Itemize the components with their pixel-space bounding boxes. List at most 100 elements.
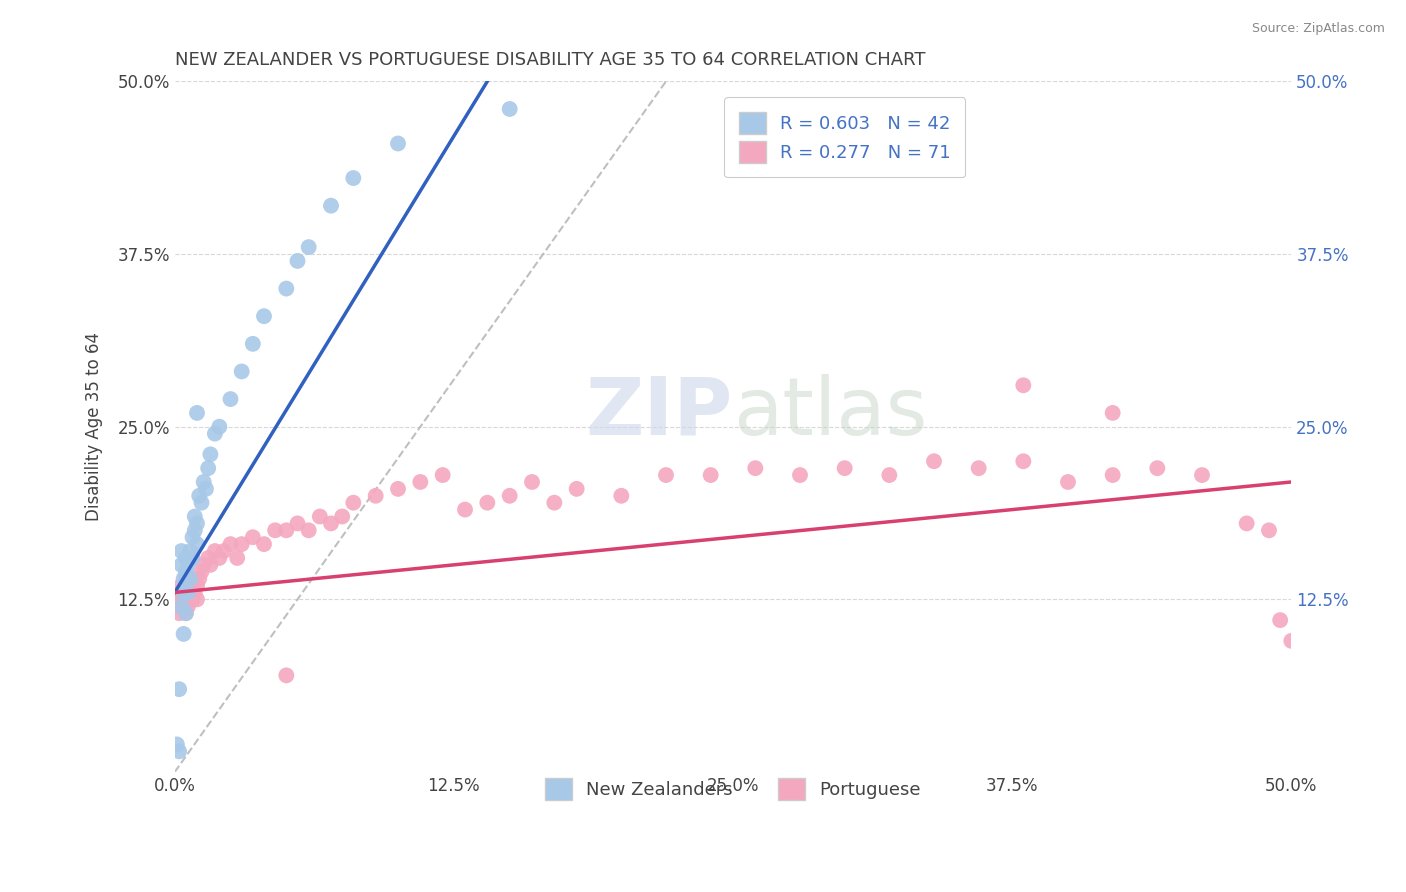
Point <box>200 447 222 461</box>
Point <box>208 419 231 434</box>
Point <box>543 496 565 510</box>
Point <box>173 585 195 599</box>
Text: ZIP: ZIP <box>586 374 733 452</box>
Point <box>287 516 309 531</box>
Point <box>1279 633 1302 648</box>
Point <box>179 544 201 558</box>
Point <box>219 537 242 551</box>
Point <box>190 565 212 579</box>
Point <box>834 461 856 475</box>
Point <box>1236 516 1258 531</box>
Point <box>319 199 342 213</box>
Point <box>342 171 364 186</box>
Point <box>231 364 253 378</box>
Point <box>186 578 208 592</box>
Point <box>208 551 231 566</box>
Point <box>167 744 190 758</box>
Point <box>167 682 190 697</box>
Text: Source: ZipAtlas.com: Source: ZipAtlas.com <box>1251 22 1385 36</box>
Point <box>922 454 945 468</box>
Point <box>170 599 193 614</box>
Point <box>1258 524 1281 538</box>
Point <box>181 530 204 544</box>
Point <box>276 524 298 538</box>
Point <box>166 738 188 752</box>
Point <box>173 572 195 586</box>
Point <box>174 592 197 607</box>
Point <box>226 551 249 566</box>
Point <box>174 551 197 566</box>
Point <box>186 516 208 531</box>
Point <box>188 489 211 503</box>
Point <box>177 599 200 614</box>
Point <box>387 482 409 496</box>
Point <box>1191 468 1213 483</box>
Point <box>212 544 235 558</box>
Point <box>1057 475 1080 489</box>
Point <box>173 585 195 599</box>
Point <box>342 496 364 510</box>
Point <box>1101 468 1123 483</box>
Point <box>179 572 201 586</box>
Point <box>1012 454 1035 468</box>
Point <box>173 627 195 641</box>
Point <box>197 461 219 475</box>
Point <box>308 509 330 524</box>
Point <box>789 468 811 483</box>
Point <box>177 585 200 599</box>
Point <box>184 585 207 599</box>
Point <box>194 482 217 496</box>
Point <box>298 524 321 538</box>
Point <box>179 572 201 586</box>
Point <box>170 544 193 558</box>
Text: atlas: atlas <box>733 374 928 452</box>
Text: NEW ZEALANDER VS PORTUGUESE DISABILITY AGE 35 TO 64 CORRELATION CHART: NEW ZEALANDER VS PORTUGUESE DISABILITY A… <box>174 51 925 69</box>
Point <box>174 565 197 579</box>
Point <box>744 461 766 475</box>
Point <box>298 240 321 254</box>
Point <box>967 461 990 475</box>
Point <box>1146 461 1168 475</box>
Point <box>319 516 342 531</box>
Point <box>174 606 197 620</box>
Point <box>184 524 207 538</box>
Point <box>432 468 454 483</box>
Point <box>231 537 253 551</box>
Point <box>170 578 193 592</box>
Point <box>181 578 204 592</box>
Point <box>498 489 520 503</box>
Point <box>186 592 208 607</box>
Point <box>184 509 207 524</box>
Point <box>520 475 543 489</box>
Point <box>610 489 633 503</box>
Point <box>1012 378 1035 392</box>
Point <box>364 489 387 503</box>
Point <box>193 475 215 489</box>
Point <box>330 509 353 524</box>
Point <box>173 599 195 614</box>
Point <box>190 496 212 510</box>
Point <box>200 558 222 572</box>
Point <box>253 309 276 323</box>
Point <box>186 537 208 551</box>
Point <box>219 392 242 406</box>
Point <box>1101 406 1123 420</box>
Point <box>409 475 432 489</box>
Point <box>387 136 409 151</box>
Legend: New Zealanders, Portuguese: New Zealanders, Portuguese <box>530 764 935 815</box>
Point <box>181 592 204 607</box>
Point <box>879 468 901 483</box>
Point <box>565 482 588 496</box>
Point <box>181 551 204 566</box>
Point <box>197 551 219 566</box>
Point <box>170 558 193 572</box>
Point <box>242 336 264 351</box>
Point <box>655 468 678 483</box>
Point <box>204 544 226 558</box>
Point <box>177 558 200 572</box>
Point <box>454 502 477 516</box>
Point <box>242 530 264 544</box>
Point <box>174 572 197 586</box>
Point <box>177 585 200 599</box>
Point <box>477 496 499 510</box>
